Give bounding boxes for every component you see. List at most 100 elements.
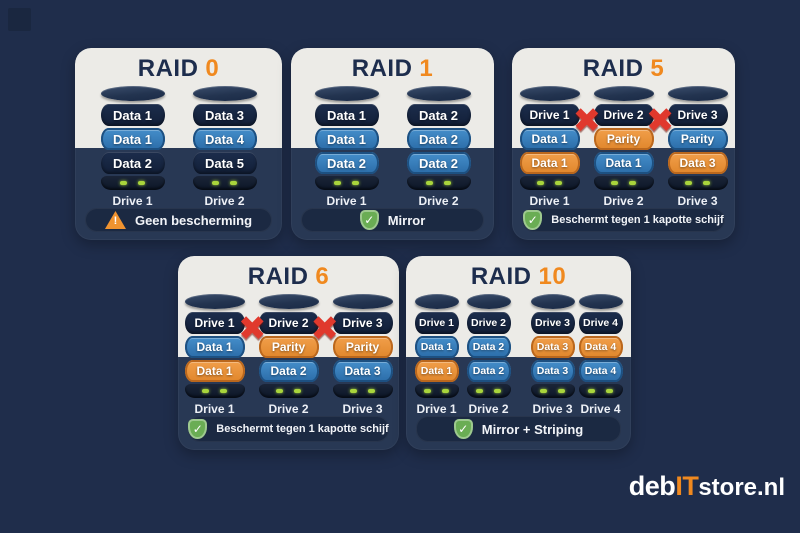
- drive-band: Data 2: [406, 104, 471, 126]
- card-title: RAID 10: [414, 263, 623, 290]
- cylinder-top: [667, 86, 728, 101]
- drive-band: Drive 4: [578, 312, 623, 334]
- caption-pill: ! Geen bescherming: [85, 208, 272, 232]
- drive-band: Data 2: [406, 152, 471, 174]
- drive-band: Data 1: [519, 152, 580, 174]
- drive-base: [519, 176, 580, 190]
- drive-band: Parity: [593, 128, 654, 150]
- shield-check-icon: ✓: [188, 419, 208, 439]
- drives-row: Data 1 Data 1 Data 2 Drive 1 Data 2 Data 2 Dat…: [299, 86, 486, 208]
- drive-band: Parity: [332, 336, 393, 358]
- shield-check-icon: ✓: [359, 210, 379, 230]
- drive-label: Drive 3: [677, 194, 718, 208]
- drive-band: Data 3: [192, 104, 257, 126]
- drive-label: Drive 1: [416, 402, 457, 416]
- cylinder-top: [414, 294, 459, 309]
- card-title-number: 1: [419, 55, 434, 82]
- led-indicator: [350, 389, 357, 393]
- cylinder-top: [184, 294, 245, 309]
- led-indicator: [220, 389, 227, 393]
- drive-band: Data 3: [530, 336, 575, 358]
- drive-label: Drive 2: [204, 194, 245, 208]
- caption-pill: ✓ Mirror + Striping: [416, 416, 621, 442]
- drive-band: Data 2: [258, 360, 319, 382]
- drive-cylinder-3: Drive 3 Parity Data 3 Drive 3: [332, 294, 393, 416]
- caption-text: Beschermt tegen 1 kapotte schijf: [551, 214, 724, 226]
- card-title: RAID 0: [83, 55, 274, 82]
- drive-band: Data 3: [332, 360, 393, 382]
- fail-x-icon: ✖: [310, 310, 340, 348]
- drive-band: Drive 2: [466, 312, 511, 334]
- drive-base: [258, 384, 319, 398]
- led-indicator: [606, 389, 613, 393]
- card-title-prefix: RAID: [470, 263, 532, 290]
- led-indicator: [629, 181, 636, 185]
- raid-card-raid6: RAID 6 Drive 1 Data 1 Data 1 Drive 1 Drive 2 Pa…: [178, 256, 399, 450]
- drives-row: Drive 1 Data 1 Data 1 Drive 1 Drive 2 Parity D…: [519, 86, 728, 208]
- cylinder-top: [332, 294, 393, 309]
- drive-band: Drive 3: [332, 312, 393, 334]
- cylinder-top: [258, 294, 319, 309]
- drive-band: Parity: [258, 336, 319, 358]
- drive-band: Data 1: [593, 152, 654, 174]
- drive-label: Drive 1: [326, 194, 367, 208]
- drive-base: [184, 384, 245, 398]
- drive-cylinder-3: Drive 3 Parity Data 3 Drive 3: [667, 86, 728, 208]
- cylinder-top: [530, 294, 575, 309]
- drive-cylinder-1: Drive 1 Data 1 Data 1 Drive 1: [519, 86, 580, 208]
- card-title: RAID 1: [299, 55, 486, 82]
- led-indicator: [476, 389, 483, 393]
- drive-band: Data 2: [466, 336, 511, 358]
- led-indicator: [426, 181, 433, 185]
- drive-band: Data 1: [100, 104, 165, 126]
- drive-base: [192, 176, 257, 190]
- drive-cylinder-2: Data 2 Data 2 Data 2 Drive 2: [406, 86, 471, 208]
- shield-check-icon: ✓: [523, 210, 543, 230]
- drive-label: Drive 3: [532, 402, 573, 416]
- card-title-prefix: RAID: [351, 55, 413, 82]
- card-title-number: 10: [538, 263, 567, 290]
- shield-check-icon: ✓: [453, 419, 473, 439]
- fail-x-icon: ✖: [572, 102, 602, 140]
- drive-band: Data 1: [184, 336, 245, 358]
- drive-band: Data 2: [466, 360, 511, 382]
- drive-base: [667, 176, 728, 190]
- decorative-corner-square: [8, 8, 31, 31]
- cylinder-top: [519, 86, 580, 101]
- drive-label: Drive 2: [603, 194, 644, 208]
- drive-cylinder-1: Data 1 Data 1 Data 2 Drive 1: [100, 86, 165, 208]
- led-indicator: [685, 181, 692, 185]
- drive-cylinder-4: Drive 4 Data 4 Data 4 Drive 4: [578, 294, 623, 416]
- debitstore-logo: debITstore.nl: [629, 471, 785, 502]
- drive-cylinder-2: Drive 2 Parity Data 2 Drive 2: [258, 294, 319, 416]
- drive-label: Drive 4: [580, 402, 621, 416]
- drive-band: Data 1: [100, 128, 165, 150]
- led-indicator: [334, 181, 341, 185]
- card-title-number: 6: [315, 263, 330, 290]
- drive-cylinder-1: Data 1 Data 1 Data 2 Drive 1: [314, 86, 379, 208]
- logo-part-store-nl: store.nl: [698, 474, 785, 501]
- drive-label: Drive 1: [112, 194, 153, 208]
- led-indicator: [352, 181, 359, 185]
- drive-band: Data 1: [184, 360, 245, 382]
- caption-pill: ✓ Beschermt tegen 1 kapotte schijf: [188, 416, 389, 442]
- raid-card-raid1: RAID 1 Data 1 Data 1 Data 2 Drive 1 Data 2 Data…: [291, 48, 494, 240]
- drive-band: Data 1: [314, 128, 379, 150]
- drive-cylinder-2: Drive 2 Parity Data 1 Drive 2: [593, 86, 654, 208]
- drive-band: Drive 3: [667, 104, 728, 126]
- drive-base: [406, 176, 471, 190]
- led-indicator: [588, 389, 595, 393]
- drive-cylinder-1: Drive 1 Data 1 Data 1 Drive 1: [414, 294, 459, 416]
- caption-text: Mirror: [387, 212, 426, 228]
- drive-base: [466, 384, 511, 398]
- drive-base: [414, 384, 459, 398]
- logo-part-deb: deb: [628, 471, 676, 501]
- cylinder-top: [466, 294, 511, 309]
- drive-cylinder-3: Drive 3 Data 3 Data 3 Drive 3: [530, 294, 575, 416]
- drive-band: Data 1: [414, 336, 459, 358]
- led-indicator: [294, 389, 301, 393]
- drive-band: Data 4: [578, 336, 623, 358]
- caption-pill: ✓ Mirror: [301, 208, 484, 232]
- cylinder-top: [593, 86, 654, 101]
